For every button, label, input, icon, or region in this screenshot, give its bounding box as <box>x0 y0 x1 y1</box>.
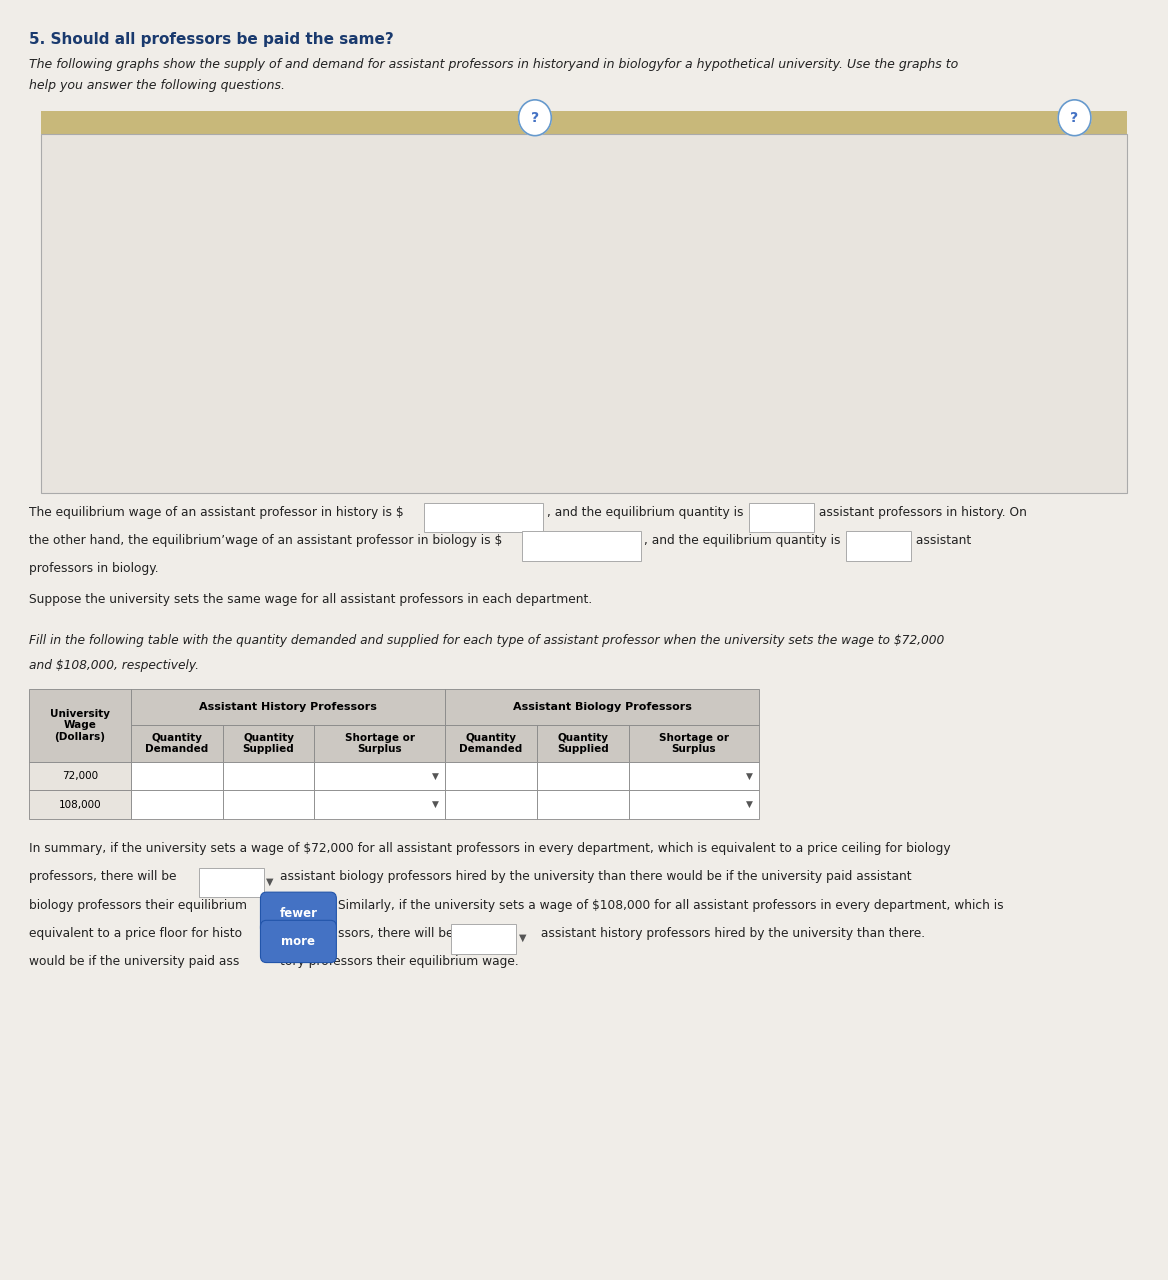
Text: 108,000: 108,000 <box>58 800 102 810</box>
Text: Quantity
Demanded: Quantity Demanded <box>459 732 522 754</box>
Text: tory professors their equilibrium wage.: tory professors their equilibrium wage. <box>280 955 519 968</box>
Text: , and the equilibrium quantity is: , and the equilibrium quantity is <box>547 506 743 518</box>
Text: professors in biology.: professors in biology. <box>29 562 159 575</box>
Text: assistant professors in history. On: assistant professors in history. On <box>815 506 1027 518</box>
Text: Shortage or
Surplus: Shortage or Surplus <box>659 732 729 754</box>
Text: Shortage or
Surplus: Shortage or Surplus <box>345 732 415 754</box>
Text: and $108,000, respectively.: and $108,000, respectively. <box>29 659 200 672</box>
Text: The equilibrium wage of an assistant professor in history is $: The equilibrium wage of an assistant pro… <box>29 506 404 518</box>
Text: Fill in the following table with the quantity demanded and supplied for each typ: Fill in the following table with the qua… <box>29 634 945 646</box>
Text: assistant biology professors hired by the university than there would be if the : assistant biology professors hired by th… <box>280 870 912 883</box>
Text: University
Wage
(Dollars): University Wage (Dollars) <box>50 709 110 742</box>
X-axis label: QUANTITY (Assistant history professors): QUANTITY (Assistant history professors) <box>220 484 429 494</box>
Text: Supply: Supply <box>642 407 682 420</box>
Text: Supply: Supply <box>112 407 153 420</box>
Text: ▼: ▼ <box>746 800 753 809</box>
Text: Suppose the university sets the same wage for all assistant professors in each d: Suppose the university sets the same wag… <box>29 593 592 605</box>
Text: more: more <box>281 934 315 948</box>
Title: Market for Assistant History Professors: Market for Assistant History Professors <box>203 137 445 150</box>
Text: Assistant Biology Professors: Assistant Biology Professors <box>513 701 691 712</box>
Text: Demand: Demand <box>642 174 691 188</box>
Title: Market for Assistant Biology Professors: Market for Assistant Biology Professors <box>739 137 983 150</box>
Text: ▼: ▼ <box>519 933 526 943</box>
Text: assistant: assistant <box>912 534 972 547</box>
Text: ▼: ▼ <box>266 877 273 887</box>
Text: Assistant History Professors: Assistant History Professors <box>199 701 377 712</box>
Text: , and the equilibrium quantity is: , and the equilibrium quantity is <box>644 534 840 547</box>
Text: Quantity
Supplied: Quantity Supplied <box>557 732 609 754</box>
Text: ▼: ▼ <box>432 772 439 781</box>
Text: ▼: ▼ <box>432 800 439 809</box>
Text: ?: ? <box>1071 111 1078 124</box>
Text: Quantity
Supplied: Quantity Supplied <box>243 732 294 754</box>
Text: ssors, there will be: ssors, there will be <box>338 927 453 940</box>
Text: Demand: Demand <box>112 170 162 184</box>
Text: assistant history professors hired by the university than there.: assistant history professors hired by th… <box>537 927 925 940</box>
Text: The following graphs show the supply of and demand for assistant professors in h: The following graphs show the supply of … <box>29 58 959 70</box>
Text: 72,000: 72,000 <box>62 771 98 781</box>
Text: help you answer the following questions.: help you answer the following questions. <box>29 79 285 92</box>
Text: the other hand, the equilibrium’wage of an assistant professor in biology is $: the other hand, the equilibrium’wage of … <box>29 534 502 547</box>
Text: would be if the university paid ass: would be if the university paid ass <box>29 955 239 968</box>
X-axis label: QUANTITY (Assistant biology professors): QUANTITY (Assistant biology professors) <box>756 484 967 494</box>
Text: ▼: ▼ <box>746 772 753 781</box>
Text: biology professors their equilibrium: biology professors their equilibrium <box>29 899 248 911</box>
Text: professors, there will be: professors, there will be <box>29 870 176 883</box>
Text: fewer: fewer <box>279 906 318 920</box>
Text: Similarly, if the university sets a wage of $108,000 for all assistant professor: Similarly, if the university sets a wage… <box>338 899 1003 911</box>
Text: In summary, if the university sets a wage of $72,000 for all assistant professor: In summary, if the university sets a wag… <box>29 842 951 855</box>
Text: equivalent to a price floor for histo: equivalent to a price floor for histo <box>29 927 242 940</box>
Text: Quantity
Demanded: Quantity Demanded <box>145 732 208 754</box>
Text: 5. Should all professors be paid the same?: 5. Should all professors be paid the sam… <box>29 32 394 47</box>
Text: ?: ? <box>531 111 538 124</box>
Y-axis label: SALARY (Thousands of dollars): SALARY (Thousands of dollars) <box>595 228 605 387</box>
Y-axis label: SALARY (Thousands of dollars): SALARY (Thousands of dollars) <box>57 228 68 387</box>
